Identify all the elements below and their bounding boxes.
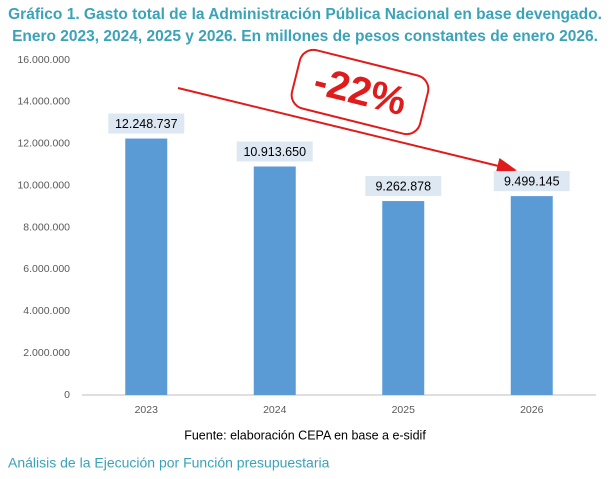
value-label: 10.913.650: [243, 145, 306, 159]
bar: [253, 166, 296, 395]
value-label-box: [365, 176, 442, 197]
y-tick-label: 4.000.000: [23, 305, 70, 317]
x-tick-label: 2025: [392, 404, 416, 416]
chart-title: Gráfico 1. Gasto total de la Administrac…: [8, 6, 602, 23]
bar: [125, 138, 168, 396]
annotation-box: [290, 48, 430, 136]
bar: [510, 196, 553, 395]
bar: [382, 201, 425, 395]
x-tick-label: 2023: [135, 404, 159, 416]
value-label-box: [108, 113, 185, 134]
value-label: 9.262.878: [375, 179, 431, 193]
trend-arrow: [177, 87, 517, 174]
y-tick-label: 0: [64, 389, 70, 401]
value-label: 9.499.145: [504, 174, 560, 188]
y-tick-label: 16.000.000: [17, 54, 70, 66]
x-tick-label: 2026: [520, 404, 544, 416]
y-tick-label: 2.000.000: [23, 347, 70, 359]
y-tick-label: 10.000.000: [17, 179, 70, 191]
y-tick-label: 14.000.000: [17, 96, 70, 108]
source: Fuente: elaboración CEPA en base a e-sid…: [184, 428, 426, 442]
y-tick-label: 6.000.000: [23, 263, 70, 275]
chart-title: Enero 2023, 2024, 2025 y 2026. En millon…: [12, 28, 598, 45]
annotation: -22%: [290, 48, 430, 136]
y-tick-label: 8.000.000: [23, 221, 70, 233]
footer: Análisis de la Ejecución por Función pre…: [8, 455, 330, 471]
x-tick-label: 2024: [263, 404, 287, 416]
y-tick-label: 12.000.000: [17, 138, 70, 150]
value-label-box: [493, 171, 570, 192]
value-label-box: [236, 141, 313, 162]
value-label: 12.248.737: [115, 117, 178, 131]
